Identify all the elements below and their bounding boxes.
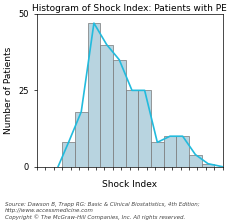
Title: Histogram of Shock Index: Patients with PE: Histogram of Shock Index: Patients with …	[32, 4, 227, 13]
Bar	[126, 90, 138, 167]
Y-axis label: Number of Patients: Number of Patients	[4, 47, 13, 134]
Bar	[138, 90, 151, 167]
Text: Source: Dawson B, Trapp RG: Basic & Clinical Biostatistics, 4th Edition;
http://: Source: Dawson B, Trapp RG: Basic & Clin…	[5, 202, 199, 220]
Bar	[164, 136, 176, 167]
Bar	[113, 60, 126, 167]
Bar	[62, 142, 75, 167]
X-axis label: Shock Index: Shock Index	[102, 180, 157, 189]
Bar	[75, 112, 88, 167]
Bar	[100, 45, 113, 167]
Bar	[88, 23, 100, 167]
Bar	[151, 142, 164, 167]
Bar	[202, 164, 214, 167]
Bar	[189, 155, 202, 167]
Bar	[176, 136, 189, 167]
